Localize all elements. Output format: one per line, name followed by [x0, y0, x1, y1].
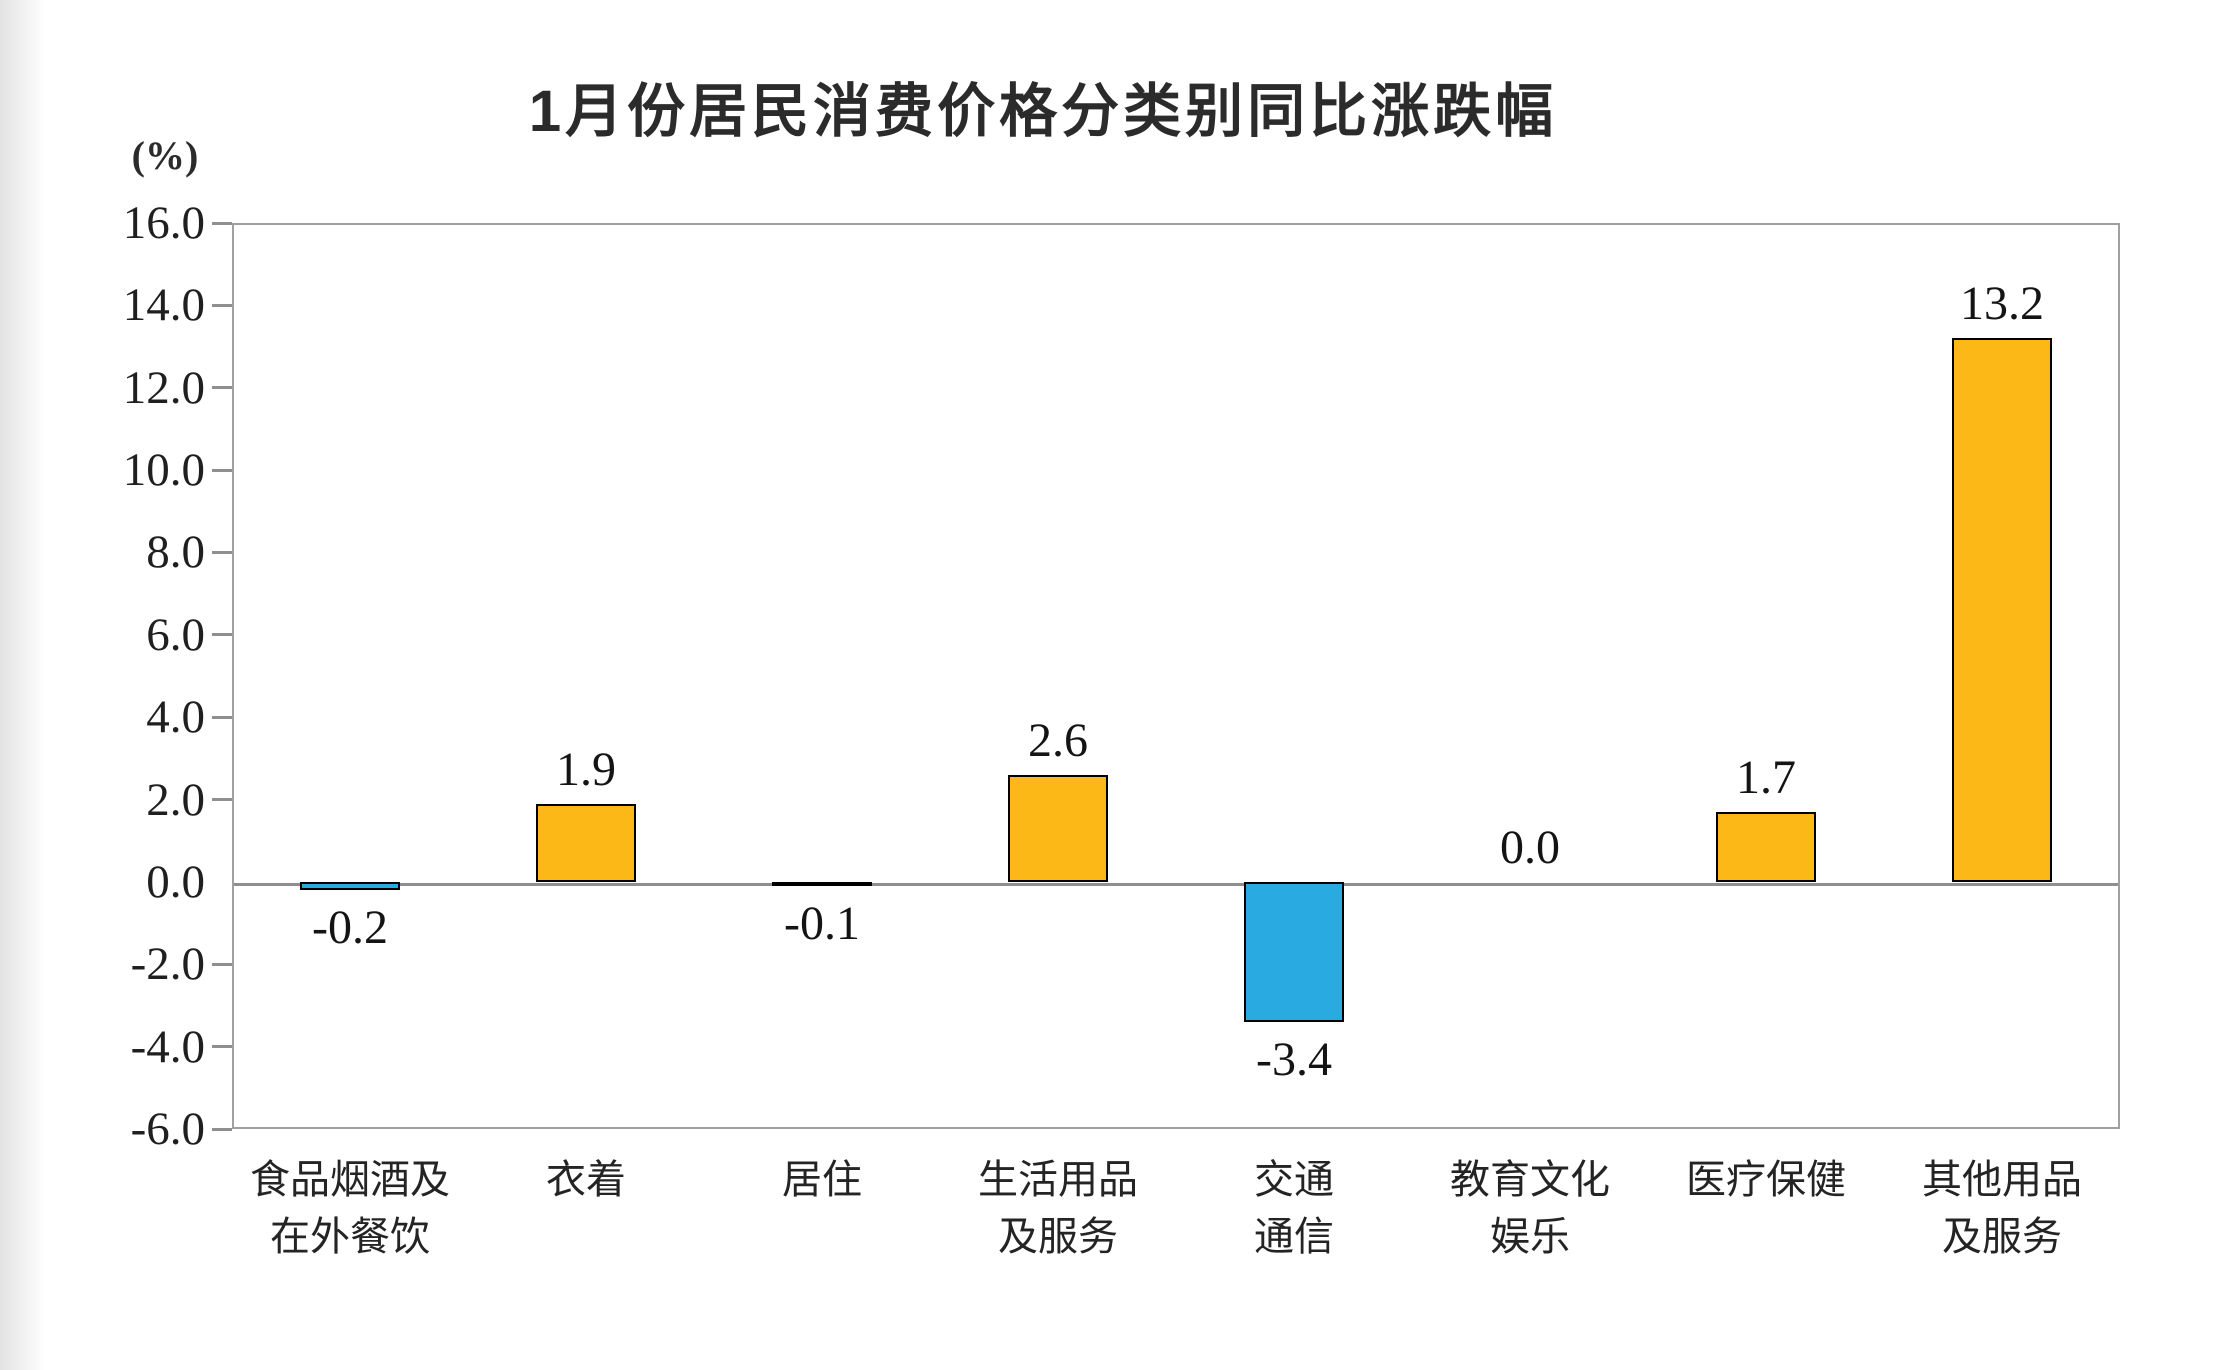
- bar-5: [1244, 881, 1344, 1022]
- y-tick-mark: [212, 798, 232, 802]
- y-tick-label: -2.0: [130, 938, 205, 991]
- y-tick-mark: [212, 1127, 232, 1131]
- y-tick-mark: [212, 303, 232, 307]
- x-category-label: 交通 通信: [1254, 1157, 1334, 1259]
- y-tick-label: 16.0: [122, 197, 205, 249]
- y-tick-label: 0.0: [146, 855, 205, 908]
- bar-value-label: -0.1: [784, 897, 860, 951]
- bar-2: [536, 803, 636, 882]
- y-tick-mark: [212, 962, 232, 966]
- x-category-label: 医疗保健: [1686, 1157, 1846, 1202]
- y-tick-label: -4.0: [130, 1020, 205, 1073]
- x-category-label: 教育文化 娱乐: [1450, 1157, 1610, 1259]
- page-edge-shading: [0, 0, 46, 1370]
- y-tick-mark: [212, 468, 232, 472]
- y-tick-mark: [212, 633, 232, 637]
- bar-value-label: 13.2: [1960, 277, 2044, 331]
- bar-value-label: 1.9: [556, 742, 616, 796]
- y-tick-mark: [212, 1045, 232, 1049]
- chart-title: 1月份居民消费价格分类别同比涨跌幅: [528, 79, 1558, 144]
- y-tick-mark: [212, 550, 232, 554]
- bar-7: [1716, 811, 1816, 882]
- y-tick-mark: [212, 386, 232, 390]
- zero-axis-line: [234, 882, 2118, 886]
- y-tick-mark: [212, 715, 232, 719]
- y-tick-label: 2.0: [146, 773, 205, 826]
- x-category-label: 生活用品 及服务: [978, 1157, 1138, 1259]
- y-tick-label: 14.0: [122, 279, 205, 332]
- y-tick-label: 12.0: [122, 361, 205, 414]
- y-tick-label: -6.0: [130, 1103, 205, 1155]
- bar-value-label: 2.6: [1028, 713, 1088, 767]
- bar-8: [1952, 338, 2052, 882]
- y-tick-label: 6.0: [146, 608, 205, 661]
- x-category-label: 衣着: [546, 1157, 626, 1202]
- bar-1: [300, 881, 400, 891]
- y-tick-label: 10.0: [122, 444, 205, 497]
- bar-value-label: -3.4: [1256, 1032, 1332, 1086]
- bar-value-label: 0.0: [1500, 820, 1560, 874]
- x-category-label: 食品烟酒及 在外餐饮: [250, 1157, 450, 1259]
- plot-area: [232, 223, 2120, 1129]
- y-tick-label: 4.0: [146, 691, 205, 744]
- bar-value-label: -0.2: [312, 901, 388, 955]
- y-axis-unit-label: (%): [131, 133, 199, 178]
- bar-value-label: 1.7: [1736, 750, 1796, 804]
- x-category-label: 居住: [782, 1157, 862, 1202]
- y-tick-mark: [212, 221, 232, 225]
- x-category-label: 其他用品 及服务: [1922, 1157, 2082, 1259]
- bar-4: [1008, 774, 1108, 882]
- bar-3: [772, 881, 872, 887]
- y-tick-label: 8.0: [146, 526, 205, 579]
